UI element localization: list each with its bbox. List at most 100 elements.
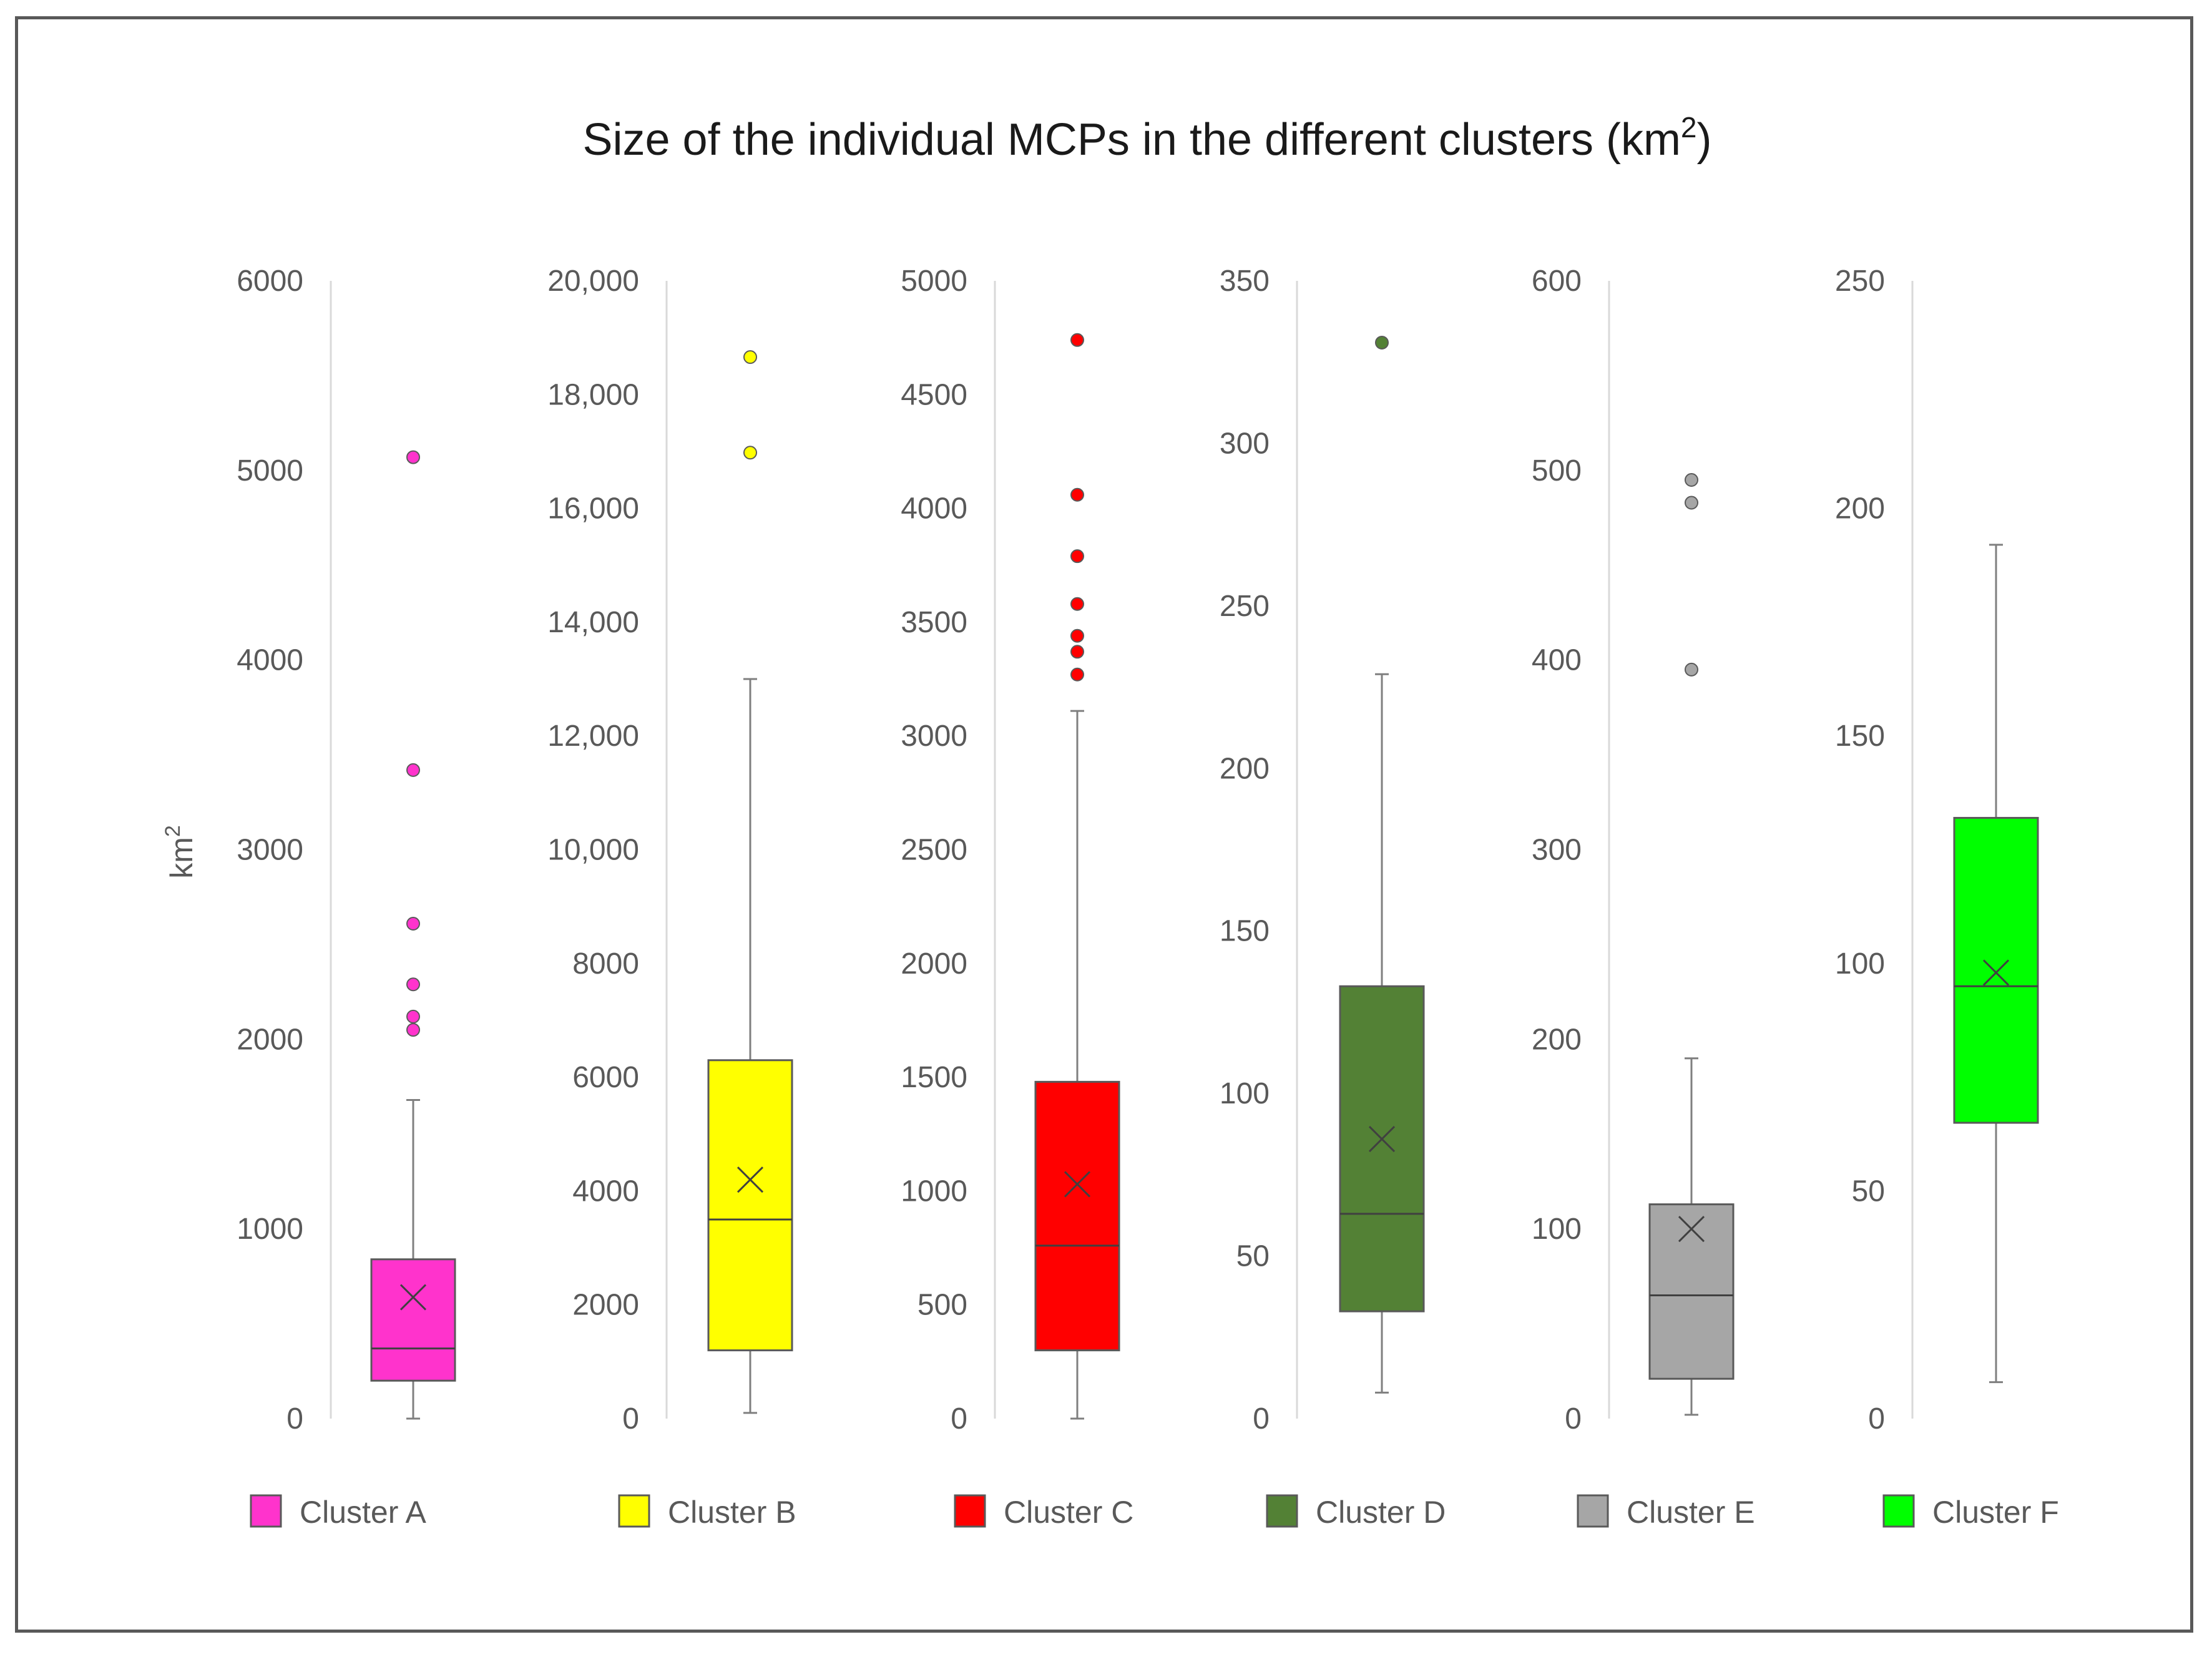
y-tick-label: 100: [1532, 1213, 1582, 1246]
mean-marker-stroke: [737, 1166, 764, 1193]
y-tick-label: 5000: [237, 454, 303, 487]
panel-2: 0 2000 4000 6000 8000 10,000 12,000 14,000 16,00…: [547, 265, 793, 1435]
legend-item-3: Cluster C: [954, 1494, 1133, 1530]
y-tick-label: 4500: [901, 378, 967, 411]
y-tick-label: 1500: [901, 1061, 967, 1094]
outlier-point: [1375, 335, 1389, 350]
legend-label: Cluster F: [1932, 1495, 2059, 1530]
legend-label: Cluster E: [1627, 1495, 1755, 1530]
outlier-point: [406, 1009, 420, 1024]
legend-swatch: [1577, 1494, 1609, 1528]
box: [1339, 985, 1425, 1312]
legend-label: Cluster C: [1004, 1495, 1133, 1530]
outlier-point: [406, 763, 420, 777]
y-axis-label-sup: 2: [161, 825, 185, 837]
y-tick-label: 20,000: [547, 265, 639, 298]
panel-6: 0 50 100 150 200 250: [1835, 265, 2039, 1435]
legend-swatch: [250, 1494, 282, 1528]
mean-marker: [1678, 1216, 1705, 1243]
y-tick-label: 350: [1220, 265, 1270, 298]
mean-marker: [1982, 959, 2010, 986]
legend-swatch: [1266, 1494, 1298, 1528]
y-tick-label: 10,000: [547, 834, 639, 867]
legend-label: Cluster D: [1316, 1495, 1446, 1530]
outlier-point: [1070, 645, 1084, 659]
y-tick-label: 6000: [237, 265, 303, 298]
svg-text:km2: km2: [161, 825, 199, 879]
outlier-point: [1685, 473, 1698, 487]
box: [1953, 816, 2039, 1124]
y-tick-label: 0: [951, 1402, 967, 1435]
outlier-point: [1070, 667, 1084, 682]
outlier-point: [406, 916, 420, 931]
legend-item-2: Cluster B: [618, 1494, 796, 1530]
y-tick-label: 200: [1220, 752, 1270, 785]
y-tick-label: 2500: [901, 834, 967, 867]
box: [1034, 1080, 1120, 1352]
y-tick-label: 50: [1236, 1240, 1270, 1273]
mean-marker: [1064, 1171, 1091, 1198]
y-tick-label: 50: [1852, 1175, 1885, 1208]
y-tick-label: 0: [1868, 1402, 1885, 1435]
mean-marker-stroke: [399, 1284, 427, 1311]
outlier-point: [406, 1023, 420, 1037]
y-tick-label: 2000: [901, 947, 967, 980]
legend-item-5: Cluster E: [1577, 1494, 1755, 1530]
y-tick-label: 0: [1253, 1402, 1270, 1435]
outlier-point: [1685, 496, 1698, 510]
legend-label: Cluster B: [668, 1495, 796, 1530]
y-tick-label: 0: [286, 1402, 303, 1435]
mean-marker-stroke: [1064, 1171, 1091, 1198]
y-tick-label: 0: [1565, 1402, 1582, 1435]
outlier-point: [1070, 597, 1084, 611]
legend-swatch: [954, 1494, 986, 1528]
box: [707, 1059, 793, 1352]
legend-item-1: Cluster A: [250, 1494, 427, 1530]
y-tick-label: 300: [1220, 427, 1270, 460]
y-tick-label: 600: [1532, 265, 1582, 298]
y-tick-label: 150: [1220, 915, 1270, 948]
y-tick-label: 200: [1532, 1023, 1582, 1056]
y-tick-label: 3000: [237, 834, 303, 867]
mean-marker-stroke: [1678, 1216, 1705, 1243]
outlier-point: [1685, 662, 1698, 677]
y-tick-label: 4000: [572, 1175, 639, 1208]
legend-swatch: [618, 1494, 650, 1528]
box: [1648, 1203, 1735, 1380]
box: [370, 1258, 456, 1382]
outlier-point: [743, 350, 757, 364]
y-tick-label: 2000: [572, 1289, 639, 1322]
y-tick-label: 12,000: [547, 720, 639, 753]
y-tick-label: 18,000: [547, 378, 639, 411]
mean-marker: [737, 1166, 764, 1193]
panels-group: 0100020003000400050006000020004000600080…: [237, 265, 2039, 1435]
mean-marker-stroke: [1982, 959, 2010, 986]
mean-marker: [399, 1284, 427, 1311]
y-tick-label: 100: [1220, 1077, 1270, 1110]
y-tick-label: 150: [1835, 720, 1885, 753]
outlier-point: [1070, 549, 1084, 564]
y-axis-label: km2: [161, 825, 199, 879]
y-tick-label: 200: [1835, 492, 1885, 525]
y-tick-label: 100: [1835, 947, 1885, 980]
legend-item-4: Cluster D: [1266, 1494, 1446, 1530]
y-axis-label-text: km: [164, 837, 199, 879]
chart-title-text: Size of the individual MCPs in the diffe…: [582, 115, 1680, 165]
mean-marker-stroke: [1368, 1126, 1396, 1153]
y-tick-label: 400: [1532, 644, 1582, 677]
outlier-point: [1070, 628, 1084, 643]
y-tick-label: 4000: [901, 492, 967, 525]
y-tick-label: 3500: [901, 606, 967, 639]
y-tick-label: 0: [622, 1402, 639, 1435]
panel-3: 0 500 1000 1500 2000 2500 3000 3500 4000 4500 5000: [901, 265, 1120, 1435]
legend-item-6: Cluster F: [1882, 1494, 2059, 1530]
outlier-point: [1070, 487, 1084, 502]
panel-1: 0 1000 2000 3000 4000 5000 6000: [237, 265, 456, 1435]
y-tick-label: 4000: [237, 644, 303, 677]
chart-title-sup: 2: [1681, 111, 1697, 144]
panel-4: 0 50 100 150 200 250 300 350: [1220, 265, 1425, 1435]
y-tick-label: 5000: [901, 265, 967, 298]
mean-marker: [1368, 1126, 1396, 1153]
y-tick-label: 300: [1532, 834, 1582, 867]
